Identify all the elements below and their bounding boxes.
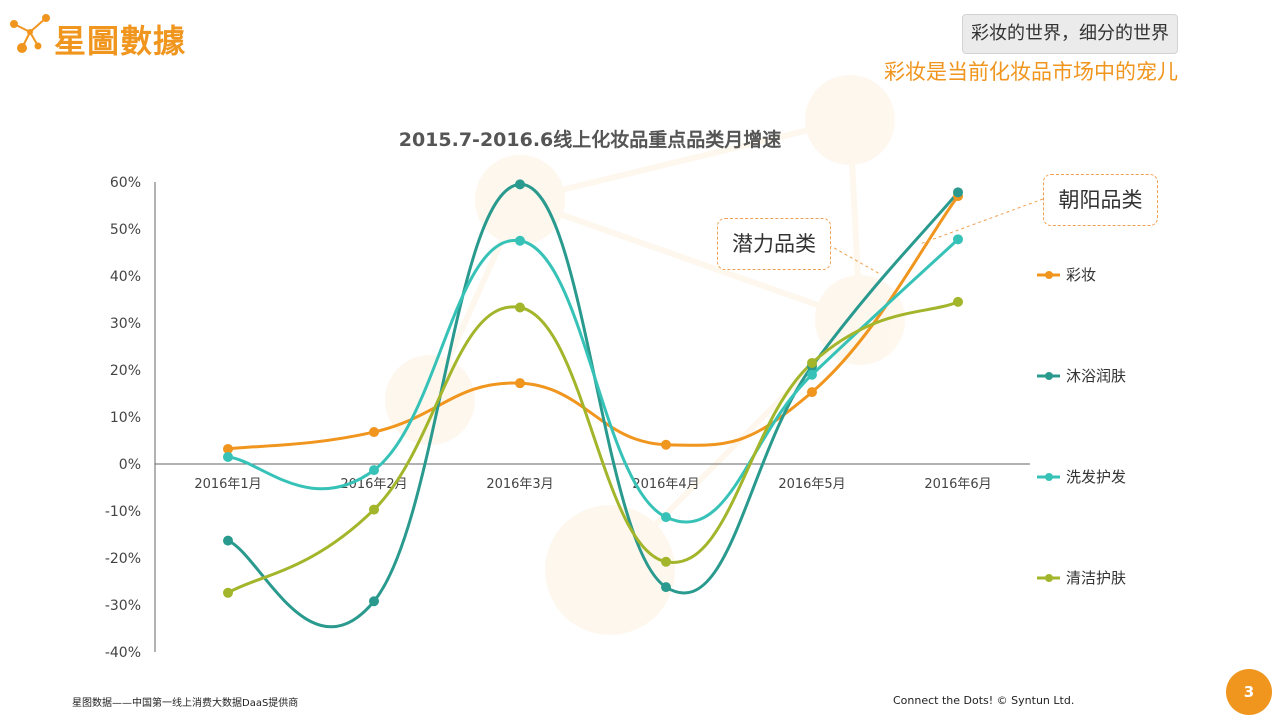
- legend-label: 洗发护发: [1066, 468, 1126, 486]
- chart-title: 2015.7-2016.6线上化妆品重点品类月增速: [399, 128, 782, 151]
- y-tick-label: -30%: [105, 598, 141, 614]
- slide-subtitle: 彩妆是当前化妆品市场中的宠儿: [884, 60, 1178, 84]
- x-tick-label: 2016年3月: [486, 477, 553, 492]
- callout-rising-connector: [919, 198, 1044, 245]
- data-point: [515, 302, 525, 313]
- y-tick-label: 20%: [110, 363, 141, 379]
- x-tick-label: 2016年6月: [924, 477, 991, 492]
- footer-right: Connect the Dots! © Syntun Ltd.: [893, 694, 1075, 707]
- data-point: [369, 504, 379, 515]
- tagline-box: 彩妆的世界，细分的世界: [962, 14, 1178, 54]
- data-point: [223, 535, 233, 546]
- page-number-badge: 3: [1226, 669, 1272, 715]
- data-point: [807, 387, 817, 398]
- callout-potential-connector: [828, 244, 881, 275]
- y-tick-label: 60%: [110, 175, 141, 191]
- data-point: [953, 296, 963, 307]
- data-point: [369, 596, 379, 607]
- legend-label: 沐浴润肤: [1066, 367, 1126, 385]
- logo-icon: [10, 14, 50, 53]
- legend-marker: [1045, 473, 1053, 481]
- series-line: [227, 300, 959, 595]
- y-tick-label: 30%: [110, 316, 141, 332]
- data-point: [661, 556, 671, 567]
- data-point: [953, 234, 963, 245]
- legend-marker: [1045, 271, 1053, 279]
- footer-left: 星图数据——中国第一线上消费大数据DaaS提供商: [72, 698, 299, 709]
- y-tick-label: 40%: [110, 269, 141, 285]
- series-line: [227, 238, 960, 524]
- logo-text: 星圖數據: [54, 22, 187, 60]
- data-point: [369, 465, 379, 476]
- data-point: [661, 582, 671, 593]
- x-tick-label: 2016年4月: [632, 477, 699, 492]
- callout-potential: 潜力品类: [717, 218, 831, 270]
- data-point: [515, 179, 525, 190]
- data-point: [953, 187, 963, 198]
- x-tick-label: 2016年5月: [778, 477, 845, 492]
- callout-connectors: [828, 198, 1044, 275]
- y-tick-label: 50%: [110, 222, 141, 238]
- y-tick-label: -10%: [105, 504, 141, 520]
- data-point: [223, 443, 233, 454]
- y-tick-label: 0%: [119, 457, 141, 473]
- x-tick-label: 2016年1月: [194, 477, 261, 492]
- data-point: [661, 512, 671, 523]
- y-tick-label: 10%: [110, 410, 141, 426]
- data-point: [661, 439, 671, 450]
- data-point: [807, 369, 817, 380]
- legend-label: 清洁护肤: [1066, 569, 1126, 587]
- callout-rising: 朝阳品类: [1043, 174, 1158, 226]
- data-point: [807, 357, 817, 368]
- y-tick-label: -20%: [105, 551, 141, 567]
- legend-marker: [1045, 574, 1053, 582]
- legend-marker: [1045, 372, 1053, 380]
- series-line: [227, 195, 960, 451]
- data-point: [223, 587, 233, 598]
- data-point: [223, 451, 233, 462]
- y-tick-label: -40%: [105, 645, 141, 661]
- data-point: [515, 235, 525, 246]
- legend-label: 彩妆: [1066, 266, 1096, 284]
- data-point: [515, 378, 525, 389]
- series-line: [227, 182, 960, 629]
- data-point: [369, 427, 379, 438]
